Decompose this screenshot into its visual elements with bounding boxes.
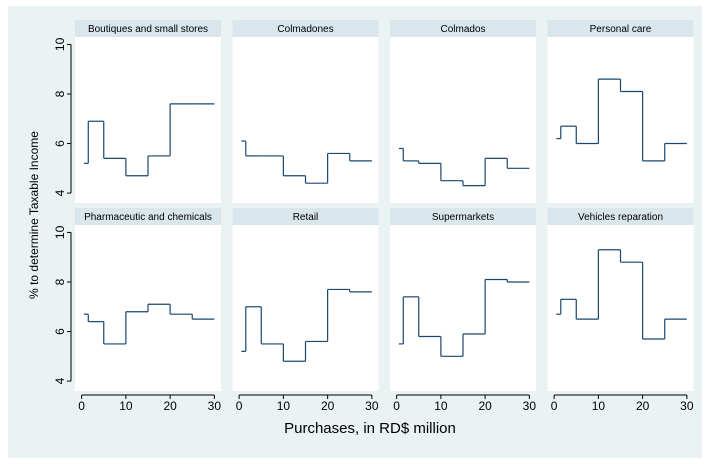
y-tick-label: 4 — [53, 189, 67, 196]
panel-title: Retail — [293, 212, 319, 223]
x-tick-label: 0 — [393, 399, 400, 413]
y-tick-label: 4 — [53, 377, 67, 384]
x-tick-label: 0 — [236, 399, 243, 413]
x-tick-label: 10 — [592, 399, 606, 413]
y-tick-label: 10 — [53, 225, 67, 239]
panel-title: Colmados — [440, 24, 485, 35]
x-tick-label: 20 — [321, 399, 335, 413]
panel-title: Supermarkets — [432, 212, 494, 223]
panel-title: Personal care — [590, 24, 652, 35]
x-tick-label: 30 — [523, 399, 537, 413]
y-tick-label: 10 — [53, 37, 67, 51]
panel-title: Pharmaceutic and chemicals — [84, 212, 212, 223]
x-tick-label: 10 — [277, 399, 291, 413]
y-tick-label: 8 — [53, 90, 67, 97]
panel-title: Colmadones — [277, 24, 333, 35]
x-axis-label: Purchases, in RD$ million — [284, 420, 456, 437]
x-tick-label: 30 — [365, 399, 379, 413]
x-tick-label: 20 — [478, 399, 492, 413]
y-tick-label: 6 — [53, 328, 67, 335]
panel-title: Boutiques and small stores — [88, 24, 208, 35]
plot-area — [75, 37, 221, 203]
x-tick-label: 10 — [119, 399, 133, 413]
x-tick-label: 30 — [208, 399, 222, 413]
x-tick-label: 10 — [434, 399, 448, 413]
panel-header — [547, 208, 694, 225]
panel-header — [75, 208, 221, 225]
panel-header — [547, 20, 694, 37]
x-tick-label: 0 — [78, 399, 85, 413]
x-tick-label: 20 — [636, 399, 650, 413]
panel-header — [390, 20, 536, 37]
x-tick-label: 20 — [163, 399, 177, 413]
y-tick-label: 6 — [53, 140, 67, 147]
panel-header — [232, 20, 379, 37]
y-axis-label: % to determine Taxable Income — [27, 131, 41, 299]
panel-title: Vehicles reparation — [578, 212, 663, 223]
y-tick-label: 8 — [53, 278, 67, 285]
plot-area — [390, 37, 536, 203]
plot-area — [547, 37, 694, 203]
panel-header — [232, 208, 379, 225]
panel-header — [390, 208, 536, 225]
plot-area — [390, 225, 536, 391]
panel-header — [75, 20, 221, 37]
x-tick-label: 0 — [551, 399, 558, 413]
plot-area — [232, 225, 379, 391]
x-tick-label: 30 — [680, 399, 694, 413]
